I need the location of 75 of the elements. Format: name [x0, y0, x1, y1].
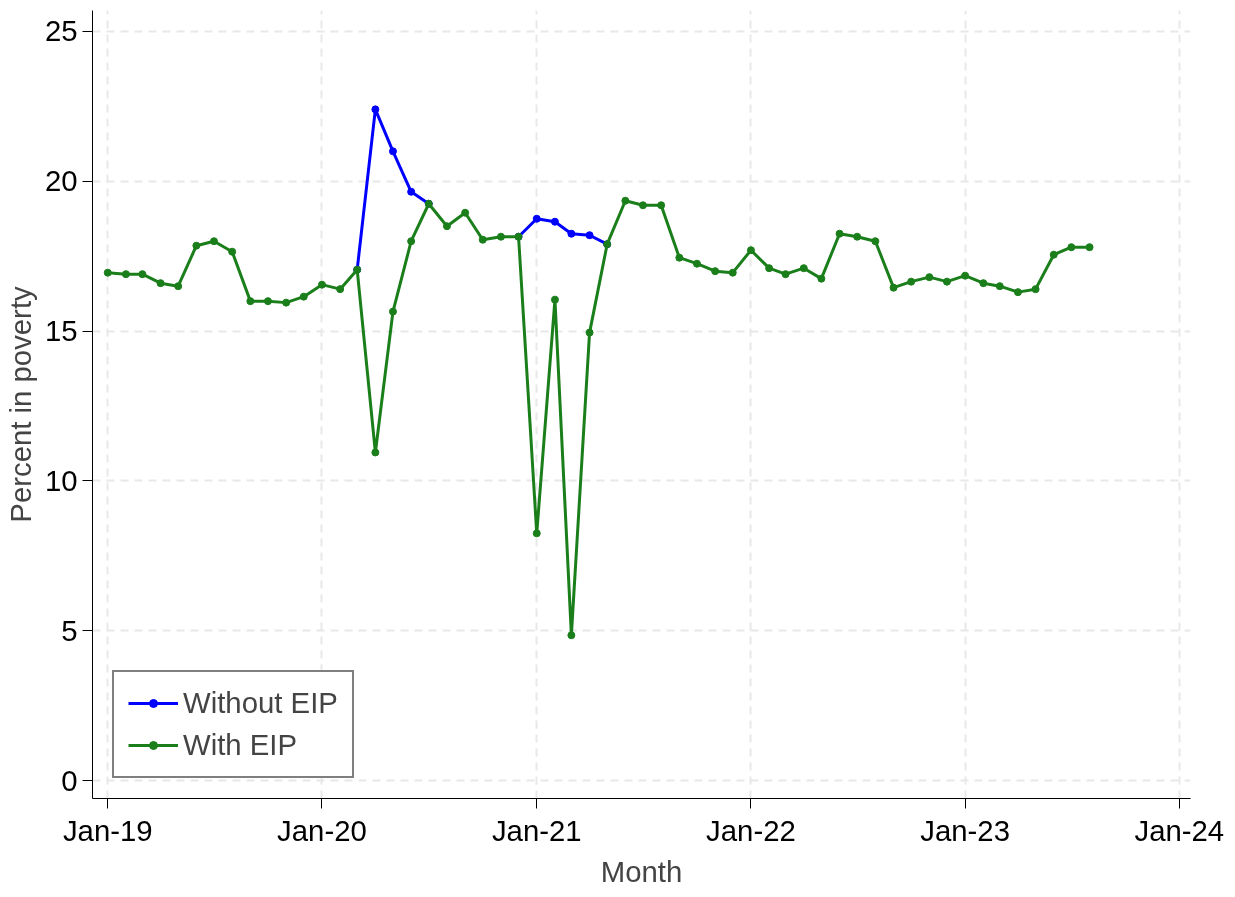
- point: [638, 201, 647, 210]
- point: [371, 105, 380, 114]
- point: [907, 277, 916, 286]
- point: [138, 270, 147, 279]
- point: [388, 147, 397, 156]
- point: [799, 264, 808, 273]
- x-tick-label: Jan-22: [706, 813, 796, 847]
- point: [174, 282, 183, 291]
- x-tick-label: Jan-20: [277, 813, 367, 847]
- point: [692, 259, 701, 268]
- y-tick-label: 15: [44, 314, 78, 348]
- point: [550, 295, 559, 304]
- point: [835, 229, 844, 238]
- point: [765, 264, 774, 273]
- point: [263, 297, 272, 306]
- legend-label: Without EIP: [183, 686, 338, 720]
- point: [192, 241, 201, 250]
- point: [889, 283, 898, 292]
- point: [585, 328, 594, 337]
- point: [657, 201, 666, 210]
- point: [246, 297, 255, 306]
- point: [371, 448, 380, 457]
- point: [1031, 285, 1040, 294]
- point: [121, 270, 130, 279]
- point: [853, 232, 862, 241]
- point: [942, 277, 951, 286]
- y-tick-label: 25: [44, 14, 78, 48]
- point: [711, 267, 720, 276]
- point: [979, 279, 988, 288]
- point: [209, 237, 218, 246]
- x-tick-label: Jan-19: [62, 813, 153, 847]
- point: [550, 217, 559, 226]
- point: [461, 208, 470, 217]
- point: [407, 187, 416, 196]
- point: [871, 237, 880, 246]
- point: [336, 285, 345, 294]
- point: [621, 196, 630, 205]
- point: [156, 279, 165, 288]
- point: [496, 232, 505, 241]
- point: [532, 214, 541, 223]
- x-axis-title: Month: [600, 854, 683, 888]
- point: [728, 268, 737, 277]
- point: [995, 282, 1004, 291]
- x-tick-label: Jan-21: [491, 813, 582, 847]
- point: [442, 222, 451, 231]
- y-tick-label: 5: [61, 613, 78, 647]
- point: [388, 307, 397, 316]
- point: [781, 270, 790, 279]
- point: [228, 247, 237, 256]
- point: [961, 271, 970, 280]
- point: [299, 292, 308, 301]
- point: [925, 273, 934, 282]
- point: [567, 631, 576, 640]
- point: [746, 246, 755, 255]
- y-tick-label: 10: [44, 463, 78, 497]
- y-axis-title: Percent in poverty: [3, 285, 37, 523]
- point: [1085, 243, 1094, 252]
- point: [407, 237, 416, 246]
- y-tick-label: 0: [61, 763, 78, 797]
- x-tick-label: Jan-23: [920, 813, 1010, 847]
- point: [317, 280, 326, 289]
- point: [532, 529, 541, 538]
- point: [282, 298, 291, 307]
- legend-label: With EIP: [183, 728, 298, 762]
- point: [817, 274, 826, 283]
- point: [567, 229, 576, 238]
- point: [675, 253, 684, 262]
- y-tick-label: 20: [44, 164, 78, 198]
- x-tick-label: Jan-24: [1134, 813, 1225, 847]
- point: [1013, 288, 1022, 297]
- point: [1049, 250, 1058, 259]
- point: [1067, 243, 1076, 252]
- point: [585, 231, 594, 240]
- point: [103, 268, 112, 277]
- point: [478, 235, 487, 244]
